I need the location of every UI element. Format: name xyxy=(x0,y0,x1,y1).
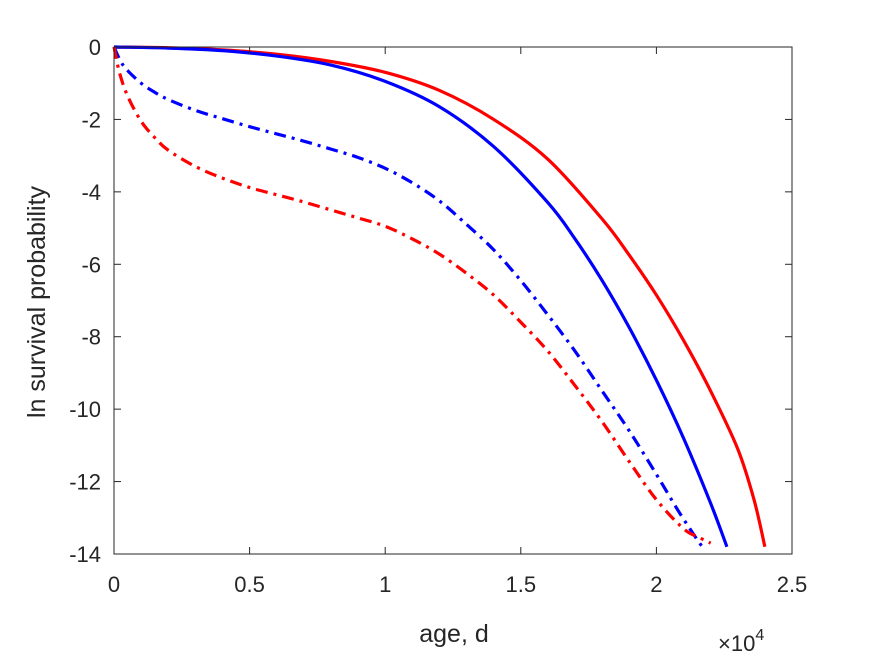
x-tick-label: 0.5 xyxy=(234,572,265,597)
x-tick-label: 1 xyxy=(379,572,391,597)
series-line-4-dashdot xyxy=(112,46,712,545)
y-tick-label: -8 xyxy=(81,325,101,350)
y-tick-label: -6 xyxy=(81,252,101,277)
plot-frame xyxy=(113,46,793,555)
y-axis-label: ln survival probability xyxy=(23,185,51,418)
y-tick-label: -2 xyxy=(81,107,101,132)
x-tick-label: 2 xyxy=(650,572,662,597)
x-axis-label: age, d xyxy=(419,620,489,648)
series-line-2-solid xyxy=(113,45,729,548)
y-tick-label: -10 xyxy=(69,397,101,422)
x-multiplier-label: ×104 xyxy=(718,627,764,656)
series-line-1-solid xyxy=(113,45,767,548)
y-tick-label: -14 xyxy=(69,542,101,567)
y-tick-label: -12 xyxy=(69,470,101,495)
y-tick-label: 0 xyxy=(89,35,101,60)
x-multiplier-exponent: 4 xyxy=(755,627,764,644)
x-tick-label: 1.5 xyxy=(506,572,537,597)
x-tick-label: 0 xyxy=(108,572,120,597)
y-tick-label: -4 xyxy=(81,180,101,205)
series-layer xyxy=(112,45,767,548)
x-tick-label: 2.5 xyxy=(777,572,808,597)
series-line-3-dashdot xyxy=(112,46,704,548)
ticks-layer: 0 0.5 1 1.5 2 2.5 0 -2 -4 -6 -8 -10 -12 -14 xyxy=(69,35,807,597)
x-multiplier-base: ×10 xyxy=(718,631,755,656)
